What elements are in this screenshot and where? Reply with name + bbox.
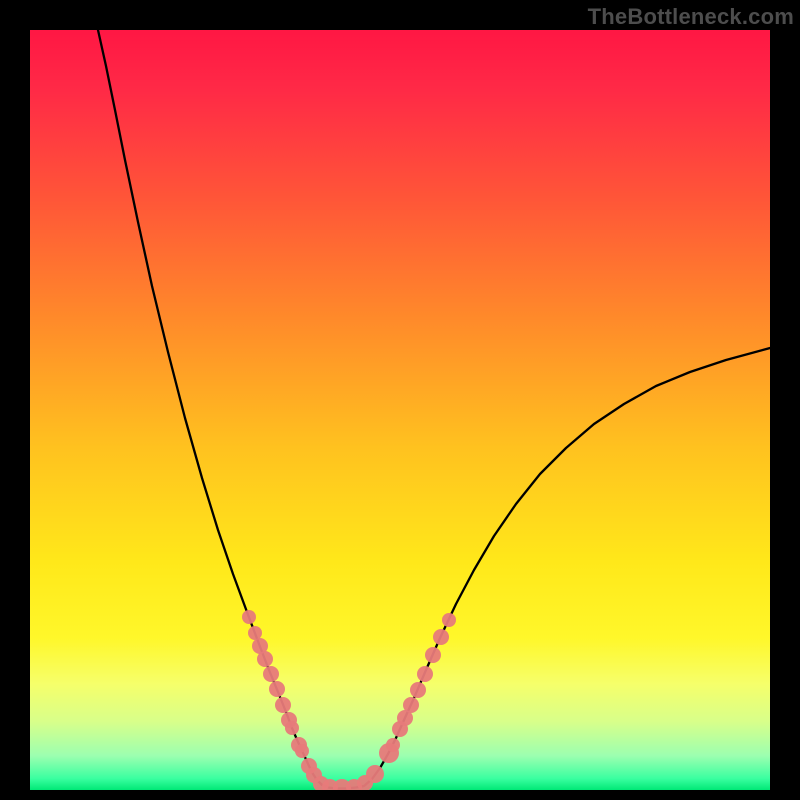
chart-container: TheBottleneck.com bbox=[0, 0, 800, 800]
plot-area bbox=[30, 30, 770, 790]
marker-point bbox=[263, 666, 279, 682]
marker-point bbox=[366, 765, 384, 783]
marker-point bbox=[386, 738, 400, 752]
marker-point bbox=[242, 610, 256, 624]
marker-point bbox=[425, 647, 441, 663]
marker-point bbox=[295, 744, 309, 758]
chart-svg bbox=[30, 30, 770, 790]
marker-point bbox=[285, 721, 299, 735]
watermark-text: TheBottleneck.com bbox=[588, 4, 794, 30]
marker-point bbox=[403, 697, 419, 713]
gradient-background bbox=[30, 30, 770, 790]
marker-point bbox=[410, 682, 426, 698]
marker-point bbox=[257, 651, 273, 667]
marker-point bbox=[248, 626, 262, 640]
marker-point bbox=[417, 666, 433, 682]
marker-point bbox=[269, 681, 285, 697]
marker-point bbox=[275, 697, 291, 713]
marker-point bbox=[433, 629, 449, 645]
marker-point bbox=[442, 613, 456, 627]
